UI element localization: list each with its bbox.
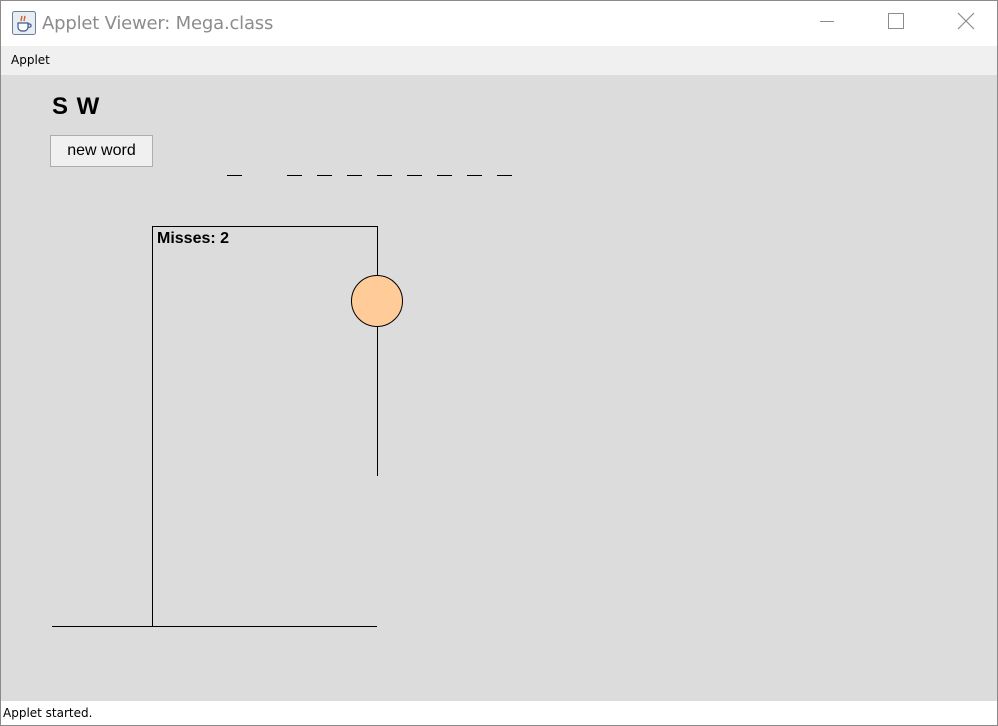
letter-blank (227, 175, 242, 176)
misses-label: Misses: 2 (157, 230, 230, 247)
menu-applet[interactable]: Applet (11, 53, 50, 67)
applet-canvas[interactable]: S W new word Misses: 2 (1, 75, 997, 701)
window-title: Applet Viewer: Mega.class (42, 13, 274, 34)
letter-blank (437, 175, 452, 176)
new-word-button[interactable]: new word (50, 135, 153, 167)
letter-blank (467, 175, 482, 176)
java-cup-icon (12, 11, 36, 35)
letter-blank (317, 175, 332, 176)
status-bar: Applet started. (1, 701, 997, 725)
letter-blank (287, 175, 302, 176)
status-text: Applet started. (3, 706, 93, 720)
letter-blank (497, 175, 512, 176)
minimize-icon (819, 13, 835, 34)
letter-blank (377, 175, 392, 176)
title-bar[interactable]: Applet Viewer: Mega.class (1, 1, 997, 46)
gallows-drawing (52, 226, 403, 627)
maximize-button[interactable] (862, 1, 930, 46)
maximize-icon (888, 13, 904, 34)
letter-blank (407, 175, 422, 176)
guessed-letters: S W (52, 93, 100, 120)
hangman-head (351, 275, 403, 327)
close-button[interactable] (932, 1, 997, 46)
menu-bar: Applet (1, 46, 997, 75)
minimize-button[interactable] (793, 1, 861, 46)
letter-blank (347, 175, 362, 176)
close-icon (957, 12, 975, 35)
